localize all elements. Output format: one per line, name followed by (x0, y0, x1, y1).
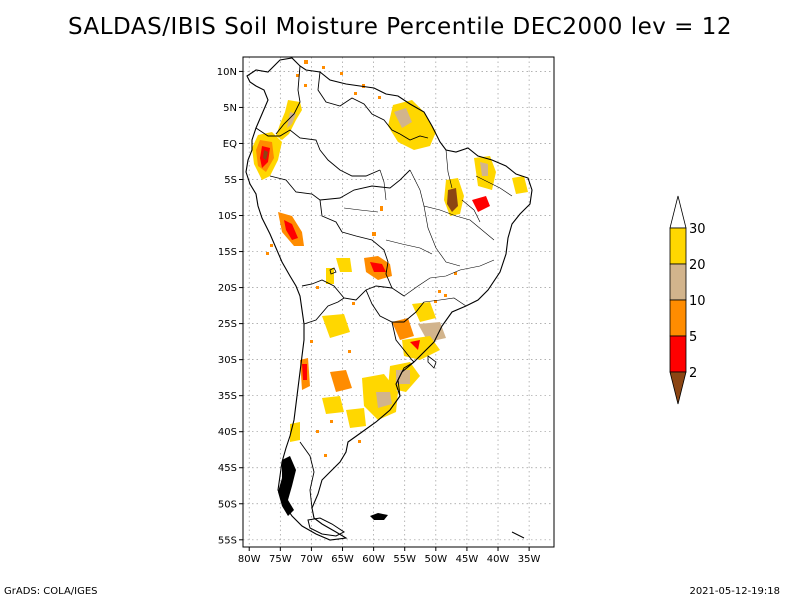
lon-tick-label: 80W (238, 554, 261, 565)
legend-bin-3 (669, 263, 687, 301)
legend-bin-2 (669, 299, 687, 337)
patch-parana (412, 302, 436, 322)
lat-tick-label: 25S (218, 319, 237, 330)
coastline-south-america (245, 57, 533, 541)
patch-bolivia-core (370, 262, 386, 272)
patch-nebrazil-brown (447, 188, 458, 212)
patch-argentina-sw (322, 396, 344, 414)
coastline-falklands (370, 513, 388, 520)
lat-tick-label: 10N (217, 67, 237, 78)
latitude-tick-labels: 10N 5N EQ 5S 10S 15S 20S 25S 30S 35S 40S 45S 50S 55S (217, 67, 243, 546)
lat-tick-label: 45S (218, 463, 237, 474)
lon-tick-label: 70W (300, 554, 323, 565)
lat-tick-label: 5S (224, 175, 237, 186)
patch-uruguay-core (396, 370, 410, 384)
lon-tick-label: 45W (456, 554, 479, 565)
legend-bin-1 (669, 335, 687, 373)
legend-bin-4 (669, 227, 687, 265)
soil-moisture-patches (252, 60, 528, 457)
legend-label: 30 (689, 222, 706, 237)
legend-bin-0 (669, 371, 687, 405)
lon-tick-label: 50W (425, 554, 448, 565)
legend-label: 5 (689, 330, 697, 345)
lat-tick-label: EQ (223, 139, 237, 150)
patch-venezuela-andes-core (287, 112, 296, 128)
patch-nebrazil-tip (512, 176, 528, 194)
patch-argentina-nw (322, 314, 350, 338)
map-title: SALDAS/IBIS Soil Moisture Percentile DEC… (67, 14, 733, 40)
map-frame (242, 56, 555, 548)
footer-timestamp: 2021-05-12-19:18 (689, 586, 780, 597)
patch-argentina-w (330, 370, 352, 392)
patch-nebrazil-red (472, 196, 490, 212)
longitude-tick-labels: 80W 75W 70W 65W 60W 55W 50W 45W 40W 35W (238, 547, 541, 565)
patch-chile-central-red (302, 364, 307, 380)
lon-tick-label: 65W (331, 554, 354, 565)
lon-tick-label: 35W (518, 554, 541, 565)
patch-parana-2 (418, 322, 446, 342)
patch-bolivia-west (326, 268, 334, 284)
patch-ecuador-brown (263, 150, 268, 160)
lat-tick-label: 50S (218, 499, 237, 510)
lake-mirim (427, 355, 437, 369)
legend-label: 10 (689, 294, 706, 309)
lat-tick-label: 30S (218, 355, 237, 366)
patch-paraguay (392, 318, 414, 340)
lat-tick-label: 10S (218, 211, 237, 222)
lat-tick-label: 5N (223, 103, 237, 114)
lat-tick-label: 35S (218, 391, 237, 402)
lon-tick-label: 55W (393, 554, 416, 565)
colorbar-legend: 2 5 10 20 30 (669, 195, 706, 405)
legend-label: 2 (689, 366, 697, 381)
patch-bolivia-yellow (336, 258, 352, 272)
patch-peru-red (284, 220, 298, 240)
country-borders (255, 65, 429, 509)
patch-pampas-core (376, 392, 392, 408)
patch-guiana-core (394, 108, 412, 128)
coastline-south-georgia (511, 531, 525, 539)
patch-rgs-red (410, 340, 420, 350)
lat-tick-label: 15S (218, 247, 237, 258)
lat-tick-label: 40S (218, 427, 237, 438)
lake-titicaca (329, 267, 337, 275)
lon-tick-label: 75W (269, 554, 292, 565)
patch-nebrazil-east-core (480, 162, 488, 176)
state-borders (343, 149, 513, 307)
patch-argentina-s (346, 408, 366, 428)
coastline-tierra-del-fuego (307, 517, 345, 537)
legend-label: 20 (689, 258, 706, 273)
footer-credit: GrADS: COLA/IGES (4, 586, 98, 597)
lat-tick-label: 20S (218, 283, 237, 294)
lon-tick-label: 40W (487, 554, 510, 565)
lat-tick-label: 55S (218, 535, 237, 546)
legend-bin-5 (669, 195, 687, 229)
chile-fjords (278, 456, 296, 516)
lon-tick-label: 60W (362, 554, 385, 565)
